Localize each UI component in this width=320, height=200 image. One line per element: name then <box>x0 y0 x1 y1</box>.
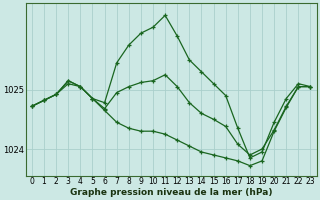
X-axis label: Graphe pression niveau de la mer (hPa): Graphe pression niveau de la mer (hPa) <box>70 188 272 197</box>
